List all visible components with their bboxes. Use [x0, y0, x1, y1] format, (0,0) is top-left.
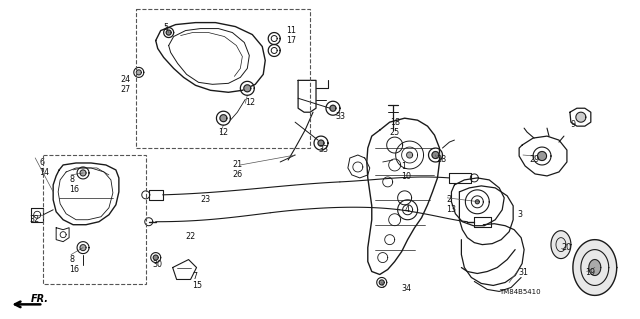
Text: 15: 15 [193, 281, 203, 291]
Polygon shape [573, 240, 617, 295]
Text: 33: 33 [335, 112, 345, 121]
Text: 17: 17 [286, 35, 296, 45]
Text: 13: 13 [447, 205, 456, 214]
Text: 12: 12 [245, 98, 255, 107]
Polygon shape [476, 200, 479, 204]
Text: 32: 32 [29, 215, 40, 224]
Text: 29: 29 [529, 155, 540, 164]
Text: 4: 4 [404, 205, 410, 214]
Bar [136, 9, 310, 148]
Text: 18: 18 [390, 118, 400, 127]
Polygon shape [136, 70, 141, 75]
Polygon shape [166, 30, 171, 35]
Polygon shape [80, 170, 86, 176]
Text: 9: 9 [571, 120, 576, 129]
Text: FR.: FR. [31, 294, 49, 304]
Text: 3: 3 [517, 210, 522, 219]
Text: 23: 23 [200, 195, 211, 204]
Text: 16: 16 [69, 264, 79, 273]
Polygon shape [318, 140, 324, 146]
Text: 30: 30 [153, 260, 163, 269]
Polygon shape [551, 231, 571, 259]
Text: 12: 12 [218, 128, 228, 137]
Text: 6: 6 [39, 158, 44, 167]
Text: 7: 7 [193, 271, 198, 280]
Text: 16: 16 [69, 185, 79, 194]
Text: 27: 27 [121, 85, 131, 94]
Text: 14: 14 [39, 168, 49, 177]
Text: 20: 20 [561, 243, 571, 252]
Polygon shape [576, 112, 586, 122]
Text: 10: 10 [402, 172, 412, 181]
Text: 5: 5 [164, 23, 169, 32]
Text: 8: 8 [69, 175, 74, 184]
Polygon shape [153, 255, 158, 260]
Text: 33: 33 [318, 145, 328, 154]
Polygon shape [406, 152, 413, 158]
Text: 26: 26 [232, 170, 243, 179]
Text: 31: 31 [518, 268, 528, 277]
Text: 1: 1 [402, 162, 406, 171]
Text: 24: 24 [121, 75, 131, 84]
Polygon shape [589, 260, 601, 276]
Text: 19: 19 [585, 268, 595, 277]
Text: 28: 28 [436, 155, 447, 164]
Polygon shape [432, 152, 439, 159]
Text: 25: 25 [390, 128, 400, 137]
Polygon shape [538, 152, 547, 160]
Text: TM84B5410: TM84B5410 [499, 289, 541, 295]
Polygon shape [80, 245, 86, 251]
Text: 2: 2 [447, 195, 452, 204]
Text: 8: 8 [69, 255, 74, 263]
Text: 22: 22 [186, 232, 196, 241]
Text: 21: 21 [232, 160, 243, 169]
Text: 11: 11 [286, 26, 296, 34]
Polygon shape [244, 85, 251, 92]
Polygon shape [220, 115, 227, 122]
Polygon shape [330, 105, 336, 111]
Polygon shape [380, 280, 384, 285]
Bar [44, 155, 146, 285]
Text: 34: 34 [402, 285, 412, 293]
